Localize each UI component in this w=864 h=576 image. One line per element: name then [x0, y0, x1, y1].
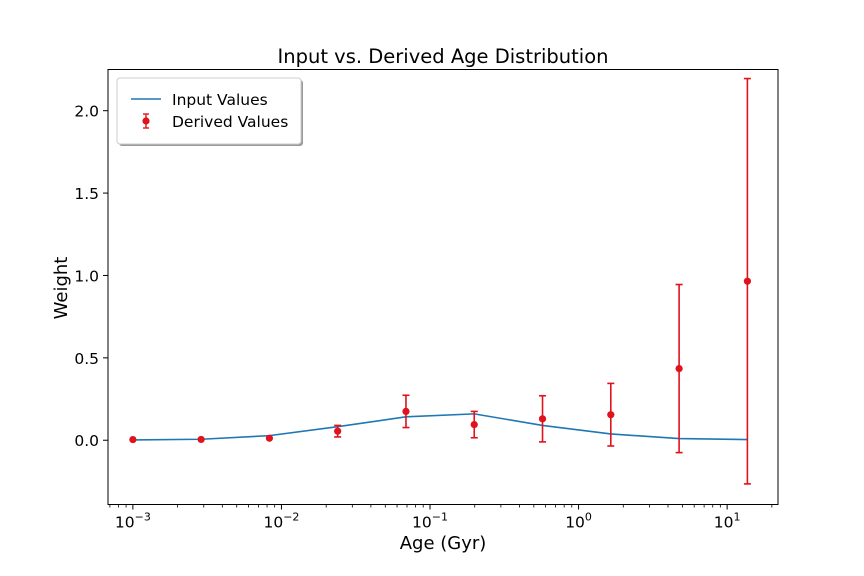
x-tick-base: 10: [565, 514, 585, 532]
legend-label: Derived Values: [172, 113, 288, 131]
data-point: [129, 435, 137, 444]
x-tick-label: 100: [565, 511, 592, 532]
data-point: [402, 407, 410, 416]
series-line-input-values: [132, 413, 748, 441]
y-tick-label: 1.0: [74, 267, 99, 285]
data-point: [538, 415, 547, 423]
x-tick-label: 10−1: [412, 511, 448, 532]
y-tick-label: 2.0: [74, 103, 99, 121]
legend: Input Values Derived Values: [116, 77, 303, 146]
axes-frame: [107, 69, 779, 505]
chart-title: Input vs. Derived Age Distribution: [277, 45, 608, 68]
x-tick-exponent: −2: [283, 511, 299, 524]
data-point: [197, 435, 205, 444]
data-point: [607, 411, 615, 419]
data-point: [675, 364, 683, 373]
y-tick-label: 0.5: [74, 350, 99, 368]
data-point: [265, 434, 274, 442]
x-tick-base: 10: [263, 514, 283, 532]
plot-area: 0.00.51.01.52.010−3 10−2 10−1 100 101: [74, 77, 773, 532]
x-tick-label: 101: [714, 511, 741, 532]
x-tick-exponent: −3: [135, 511, 151, 524]
x-axis-label: Age (Gyr): [400, 533, 487, 554]
y-tick-label: 1.5: [74, 185, 99, 203]
x-tick-exponent: 0: [585, 511, 592, 524]
legend-label: Input Values: [172, 91, 268, 109]
x-tick-exponent: 1: [733, 511, 740, 524]
data-point: [470, 420, 478, 429]
x-tick-base: 10: [412, 514, 432, 532]
y-tick-label: 0.0: [74, 432, 99, 450]
x-tick-exponent: −1: [432, 511, 448, 524]
legend-box: [116, 77, 302, 145]
x-tick-base: 10: [115, 514, 135, 532]
x-tick-label: 10−3: [115, 511, 151, 532]
data-point: [743, 277, 751, 285]
data-point: [334, 427, 342, 435]
y-axis-label: Weight: [51, 257, 72, 320]
x-tick-label: 10−2: [263, 511, 299, 532]
x-tick-base: 10: [714, 514, 734, 532]
legend-marker-swatch: [142, 117, 150, 125]
